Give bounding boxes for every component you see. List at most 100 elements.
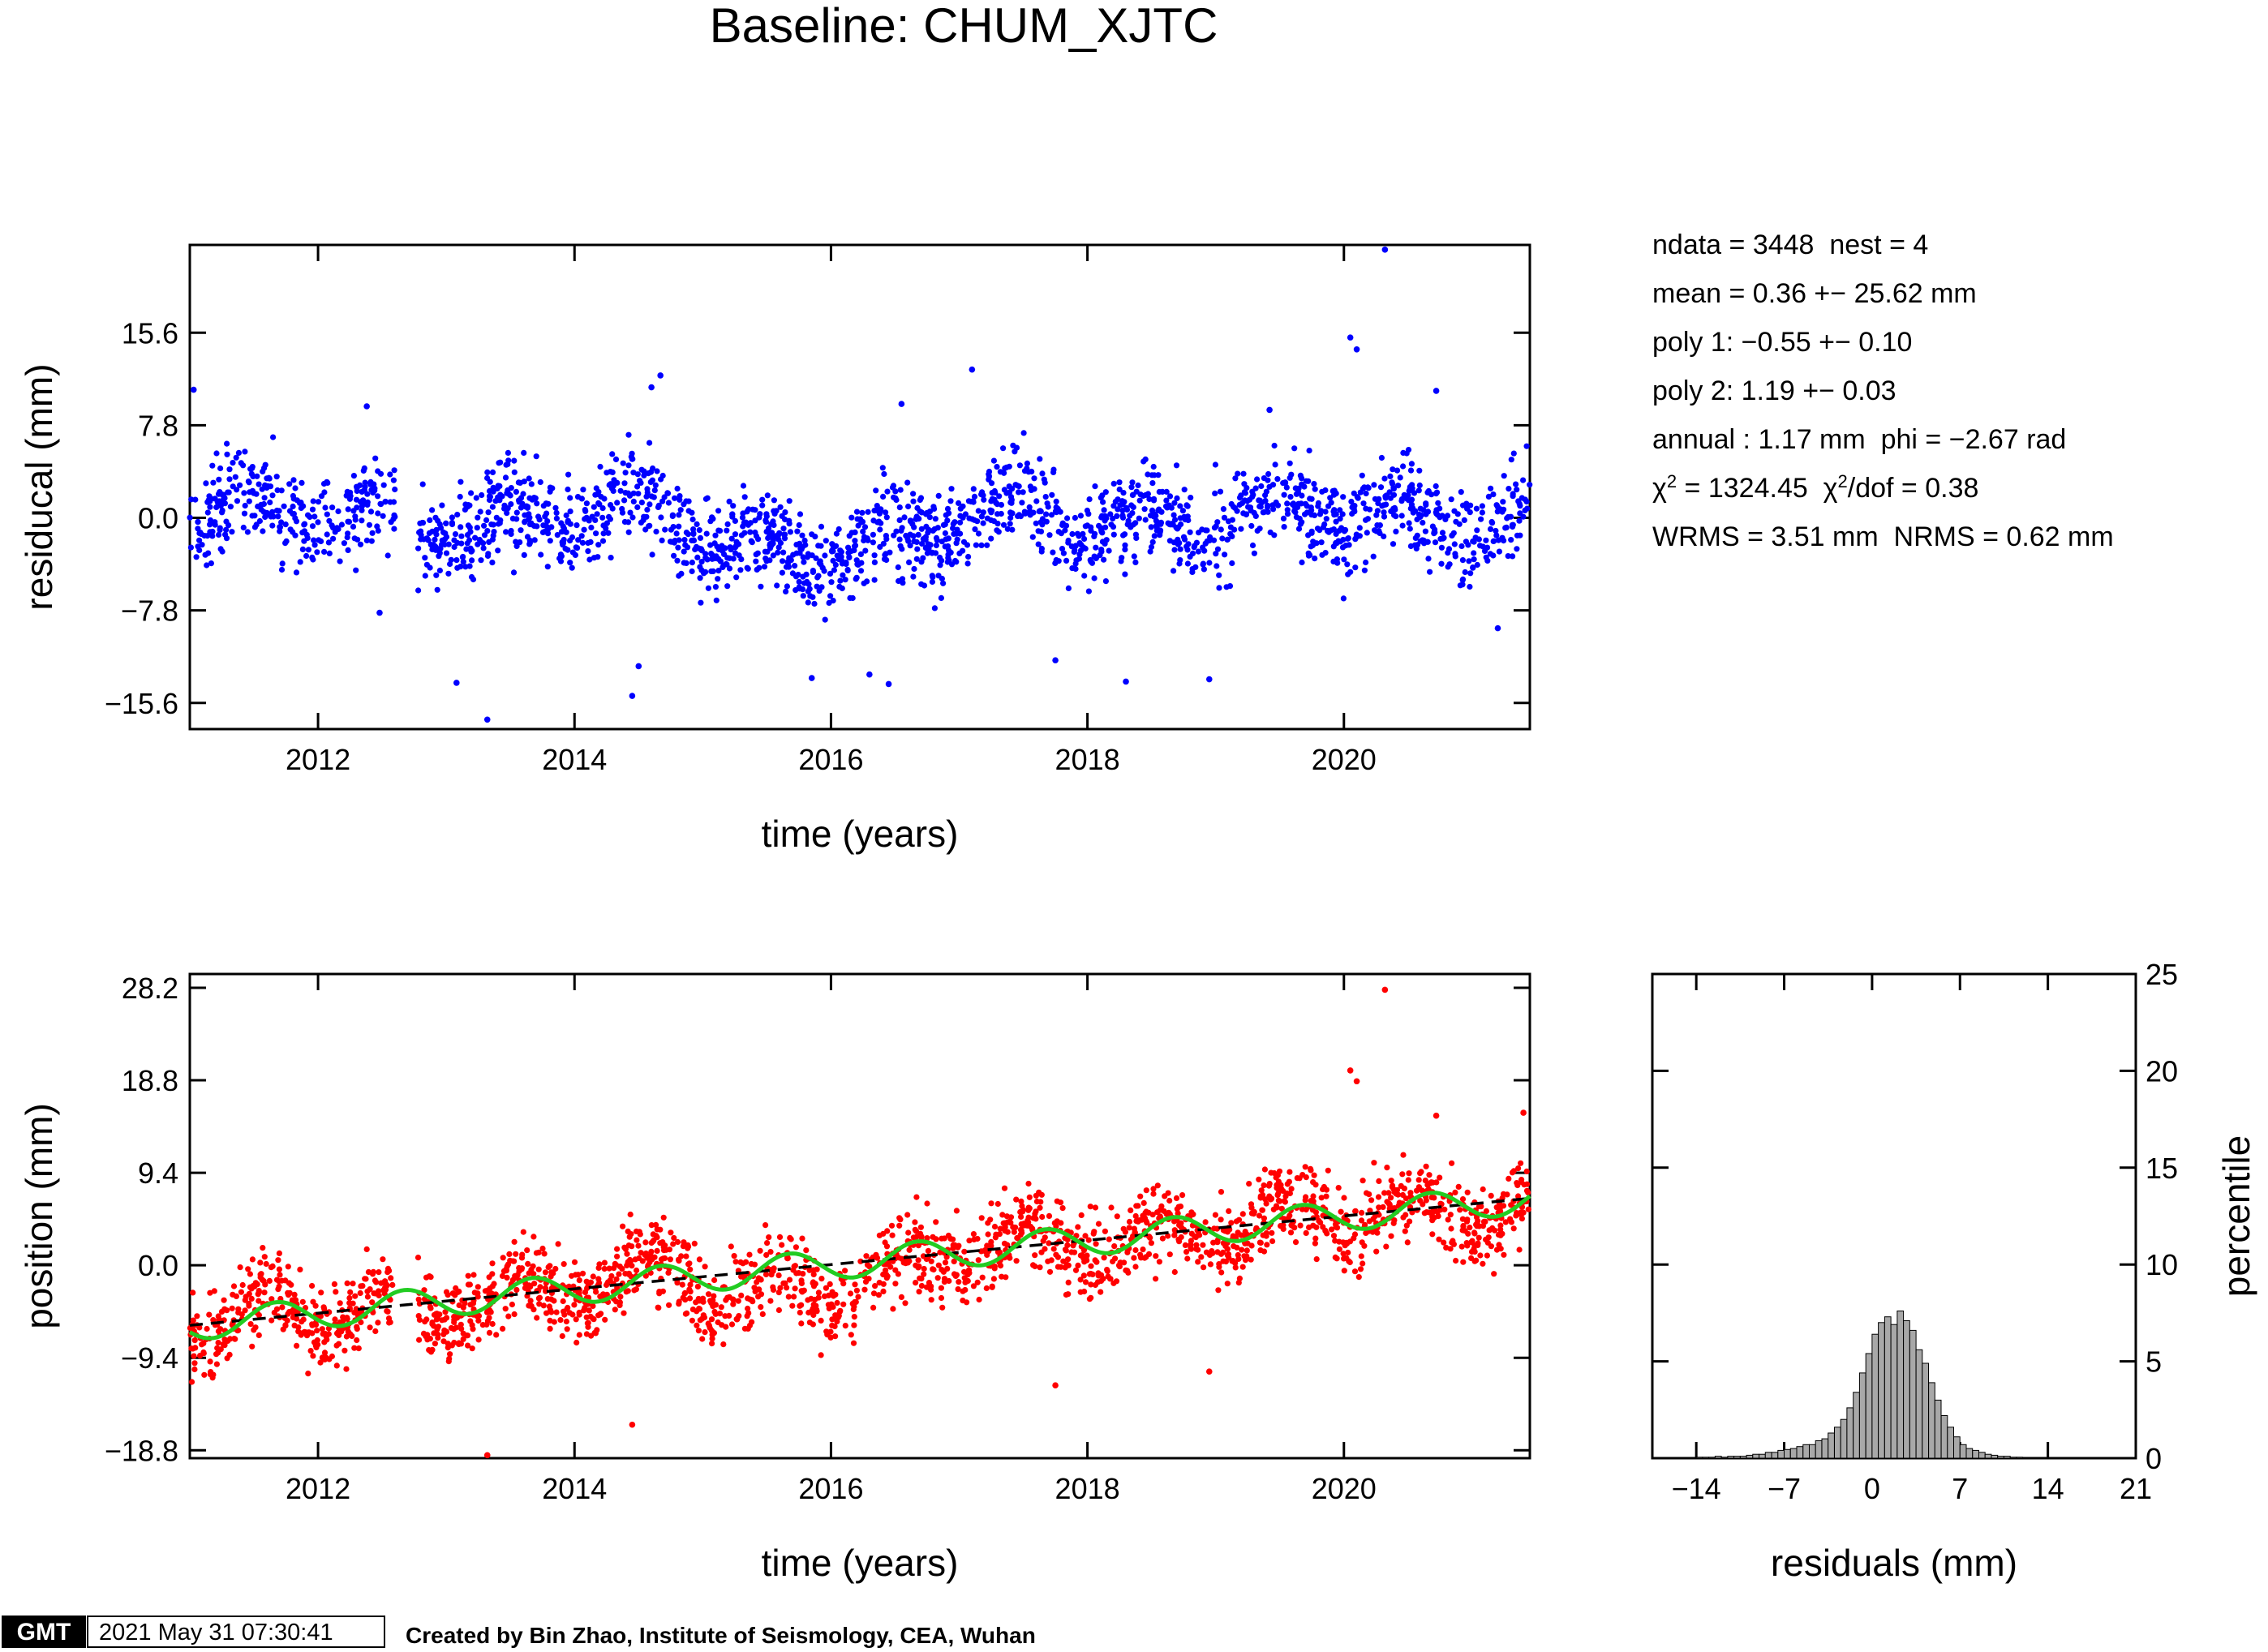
- position-point: [215, 1349, 221, 1356]
- residual-point: [574, 494, 582, 500]
- histogram-bar: [1953, 1436, 1961, 1459]
- residual-point: [226, 489, 232, 496]
- residual-point: [1072, 514, 1078, 521]
- position-point: [1286, 1169, 1293, 1175]
- position-point: [689, 1317, 696, 1324]
- residual-outlier-point: [1052, 657, 1059, 663]
- residual-point: [1069, 530, 1076, 538]
- position-point: [942, 1259, 949, 1266]
- residual-point: [1171, 547, 1178, 553]
- residual-point: [1414, 516, 1420, 523]
- residual-point: [730, 556, 737, 562]
- residual-point: [931, 526, 938, 533]
- position-point: [735, 1298, 741, 1304]
- residual-point: [822, 552, 828, 559]
- position-point: [952, 1272, 959, 1279]
- position-point: [658, 1256, 665, 1263]
- position-point: [1347, 1259, 1353, 1266]
- residual-point: [1449, 532, 1455, 539]
- position-point: [576, 1332, 582, 1338]
- residual-point: [474, 525, 480, 531]
- residual-point: [1081, 535, 1088, 543]
- position-point: [542, 1285, 549, 1291]
- residual-outlier-point: [808, 675, 815, 681]
- residual-point: [1381, 513, 1388, 520]
- position-point: [1124, 1249, 1131, 1255]
- position-point: [1059, 1205, 1066, 1212]
- residual-point: [627, 509, 634, 516]
- position-point: [465, 1342, 471, 1349]
- residual-point: [926, 526, 932, 533]
- position-point: [376, 1269, 382, 1276]
- histogram-bar: [1708, 1457, 1716, 1459]
- position-point: [278, 1277, 285, 1284]
- x-tick-label: 2016: [798, 743, 863, 776]
- position-point: [516, 1264, 522, 1272]
- position-point: [840, 1281, 847, 1287]
- residual-point: [483, 517, 490, 524]
- position-point: [1402, 1228, 1408, 1234]
- position-point: [875, 1292, 882, 1298]
- residual-point: [714, 543, 720, 550]
- residual-point: [1045, 504, 1051, 510]
- residual-point: [1187, 529, 1193, 535]
- residual-point: [862, 547, 869, 554]
- position-point: [921, 1265, 927, 1272]
- position-point: [312, 1342, 319, 1349]
- position-point: [527, 1284, 534, 1290]
- residual-point: [859, 509, 866, 516]
- position-point: [1045, 1258, 1051, 1264]
- residual-point: [642, 526, 649, 533]
- position-point: [475, 1337, 482, 1343]
- position-point: [707, 1298, 714, 1304]
- residual-point: [860, 528, 866, 535]
- position-point: [814, 1308, 820, 1315]
- position-point: [614, 1246, 621, 1252]
- residual-point: [931, 505, 938, 513]
- residual-point: [1271, 442, 1278, 449]
- residual-point: [246, 498, 252, 504]
- position-point: [1475, 1242, 1481, 1248]
- residual-point: [1331, 507, 1338, 513]
- residual-point: [871, 508, 878, 514]
- residual-point: [1119, 555, 1125, 561]
- residual-point: [1363, 490, 1369, 497]
- position-point: [434, 1311, 440, 1317]
- position-point: [775, 1307, 783, 1314]
- residual-point: [895, 564, 901, 571]
- residual-point: [204, 499, 211, 505]
- position-point: [1033, 1198, 1040, 1205]
- residual-point: [776, 530, 783, 536]
- residual-point: [1216, 585, 1222, 591]
- position-point: [415, 1313, 422, 1319]
- position-point: [625, 1288, 631, 1294]
- position-point: [633, 1286, 640, 1293]
- residual-point: [286, 481, 293, 487]
- residual-point: [689, 516, 696, 523]
- histogram-bar: [1871, 1333, 1879, 1459]
- residual-point: [1157, 532, 1163, 539]
- position-point: [1441, 1239, 1447, 1246]
- position-point: [738, 1292, 745, 1298]
- position-point: [966, 1270, 973, 1277]
- residual-point: [957, 519, 964, 526]
- position-point: [526, 1270, 532, 1277]
- position-point: [1232, 1264, 1239, 1271]
- position-point: [1025, 1214, 1032, 1221]
- position-point: [1218, 1216, 1224, 1223]
- residual-point: [939, 575, 945, 582]
- residual-point: [651, 494, 657, 500]
- residual-point: [883, 514, 890, 521]
- residual-point: [1352, 564, 1359, 571]
- position-point: [1123, 1267, 1129, 1273]
- residual-point: [363, 537, 370, 544]
- position-outlier-point: [629, 1421, 636, 1428]
- position-point: [676, 1301, 682, 1307]
- position-point: [1515, 1165, 1522, 1172]
- residual-point: [767, 530, 773, 537]
- position-point: [732, 1259, 739, 1265]
- position-point: [1463, 1218, 1471, 1225]
- position-point: [291, 1291, 298, 1298]
- residual-point: [565, 471, 572, 478]
- position-point: [504, 1274, 510, 1281]
